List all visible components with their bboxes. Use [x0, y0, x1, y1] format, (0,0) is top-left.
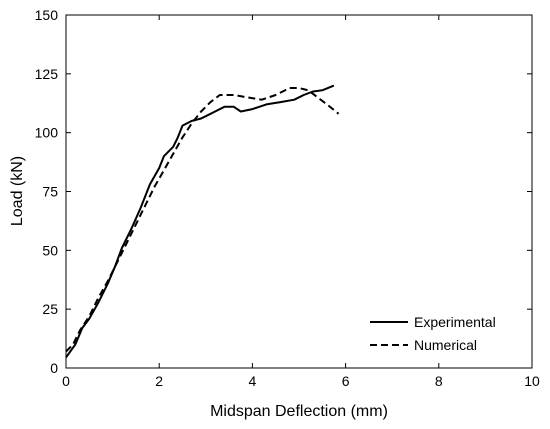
x-tick-label: 6: [342, 373, 350, 389]
legend: Experimental Numerical: [370, 314, 496, 353]
x-tick-label: 8: [435, 373, 443, 389]
y-tick-label: 0: [50, 360, 58, 376]
x-tick-label: 4: [249, 373, 257, 389]
series-lines: [65, 84, 340, 358]
y-tick-label: 150: [35, 7, 59, 23]
y-tick-label: 75: [42, 184, 58, 200]
x-tick-label: 0: [62, 373, 70, 389]
series-line-experimental: [65, 84, 335, 358]
legend-label-experimental: Experimental: [414, 314, 496, 330]
legend-label-numerical: Numerical: [414, 337, 477, 353]
x-tick-label: 10: [524, 373, 540, 389]
y-tick-label: 25: [42, 301, 58, 317]
x-tick-label: 2: [155, 373, 163, 389]
x-axis-title: Midspan Deflection (mm): [210, 403, 388, 420]
y-axis-title: Load (kN): [9, 156, 26, 226]
series-line-numerical: [65, 87, 340, 353]
y-tick-label: 125: [35, 66, 59, 82]
y-tick-label: 100: [35, 125, 59, 141]
plot-area: [65, 14, 533, 369]
y-tick-label: 50: [42, 242, 58, 258]
